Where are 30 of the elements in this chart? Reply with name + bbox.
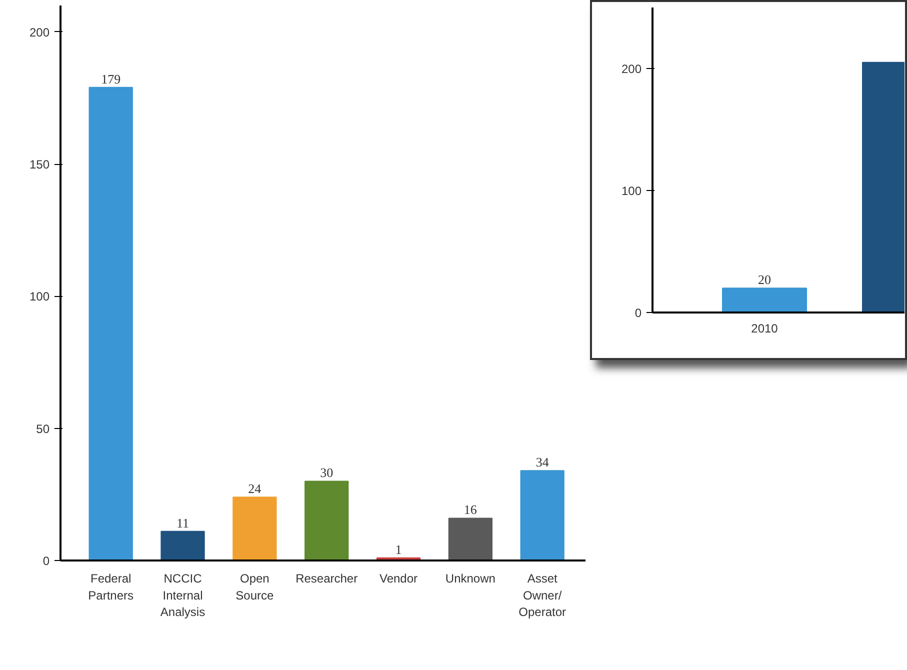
- x-tick-label: NCCIC Internal Analysis: [160, 572, 206, 620]
- x-tick-label: Unknown: [445, 572, 496, 586]
- data-label: 11: [176, 515, 190, 530]
- bar: [160, 530, 205, 560]
- bar: [232, 496, 277, 560]
- y-tick-label: 0: [634, 306, 642, 320]
- x-tick-label: Asset Owner/ Operator: [518, 572, 566, 620]
- y-tick-label: 100: [621, 184, 642, 198]
- y-tick-label: 200: [621, 62, 642, 76]
- x-tick-label: Researcher: [296, 572, 358, 586]
- bar: [304, 480, 349, 560]
- data-label: 30: [320, 465, 334, 480]
- data-label: 16: [464, 502, 478, 518]
- bar: [448, 518, 493, 560]
- y-tick-label: 0: [42, 554, 50, 568]
- y-tick-label: 50: [36, 422, 50, 436]
- x-tick-label: Open Source: [236, 572, 274, 602]
- x-tick-label: 2010: [751, 322, 778, 336]
- bar: [88, 86, 133, 560]
- data-label: 20: [758, 272, 771, 288]
- y-tick-label: 200: [29, 25, 50, 40]
- data-label: 24: [248, 481, 262, 496]
- y-tick-label: 150: [29, 158, 50, 172]
- x-tick-label: Federal Partners: [88, 572, 134, 602]
- y-tick-label: 100: [29, 290, 50, 304]
- data-label: 179: [101, 71, 121, 86]
- data-label: 1: [395, 542, 402, 557]
- bar: [520, 470, 564, 560]
- x-tick-label: Vendor: [379, 572, 418, 586]
- data-label: 34: [536, 454, 550, 470]
